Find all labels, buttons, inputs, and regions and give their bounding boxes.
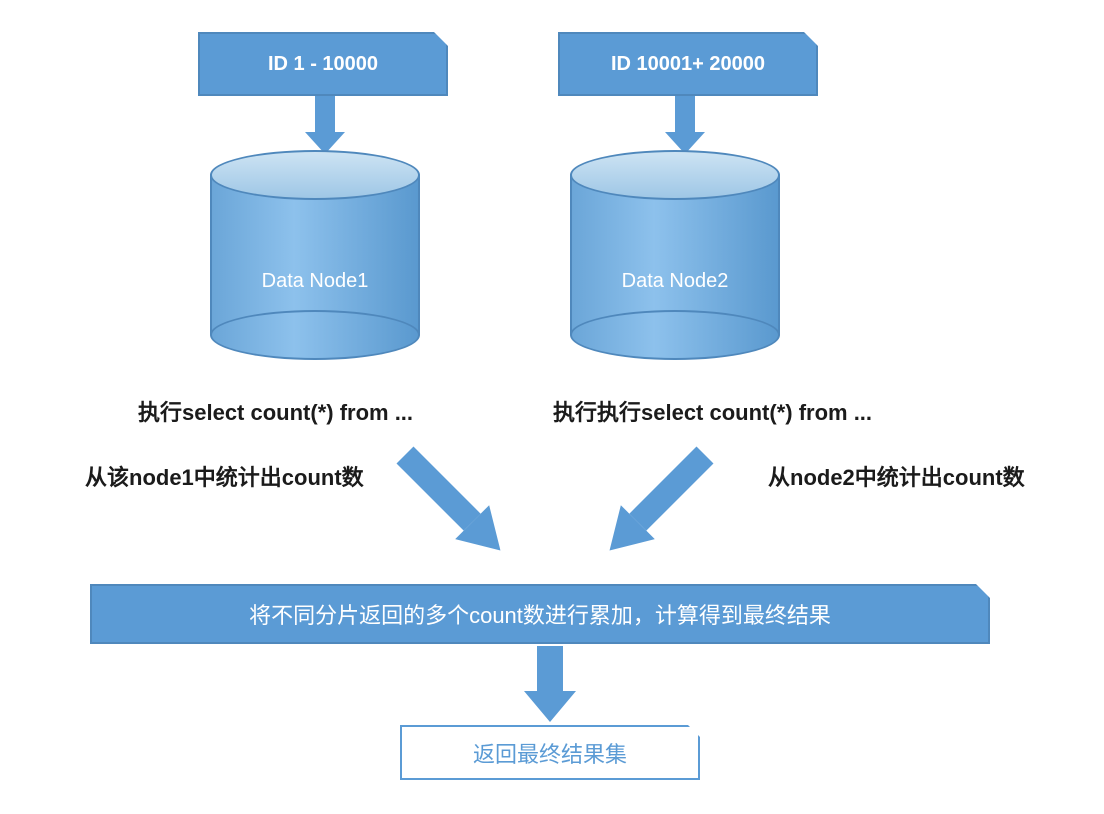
- exec-left-annotation: 执行select count(*) from ...: [138, 395, 413, 427]
- id-range-right-box: ID 10001+ 20000: [558, 32, 818, 96]
- id-range-left-label: ID 1 - 10000: [268, 53, 378, 76]
- id-range-right-label: ID 10001+ 20000: [611, 53, 765, 76]
- id-range-left-box: ID 1 - 10000: [198, 32, 448, 96]
- data-node-1-cylinder: Data Node1: [210, 150, 420, 360]
- result-box: 返回最终结果集: [400, 725, 700, 780]
- arrow-cyl1-to-agg: [385, 445, 545, 585]
- aggregate-box-label: 将不同分片返回的多个count数进行累加，计算得到最终结果: [249, 598, 831, 630]
- stat-right-annotation: 从node2中统计出count数: [768, 460, 1025, 492]
- arrow-id2-to-cyl2: [660, 96, 710, 156]
- data-node-1-label: Data Node1: [210, 270, 420, 293]
- arrow-id1-to-cyl1: [300, 96, 350, 156]
- stat-left-annotation: 从该node1中统计出count数: [85, 460, 364, 492]
- data-node-2-label: Data Node2: [570, 270, 780, 293]
- data-node-2-cylinder: Data Node2: [570, 150, 780, 360]
- exec-right-annotation: 执行执行select count(*) from ...: [553, 395, 872, 427]
- aggregate-box: 将不同分片返回的多个count数进行累加，计算得到最终结果: [90, 584, 990, 644]
- diagram-canvas: ID 1 - 10000 ID 10001+ 20000 Data Node1 …: [0, 0, 1104, 814]
- arrow-cyl2-to-agg: [565, 445, 725, 585]
- arrow-agg-to-result: [520, 646, 580, 726]
- result-box-label: 返回最终结果集: [473, 737, 627, 769]
